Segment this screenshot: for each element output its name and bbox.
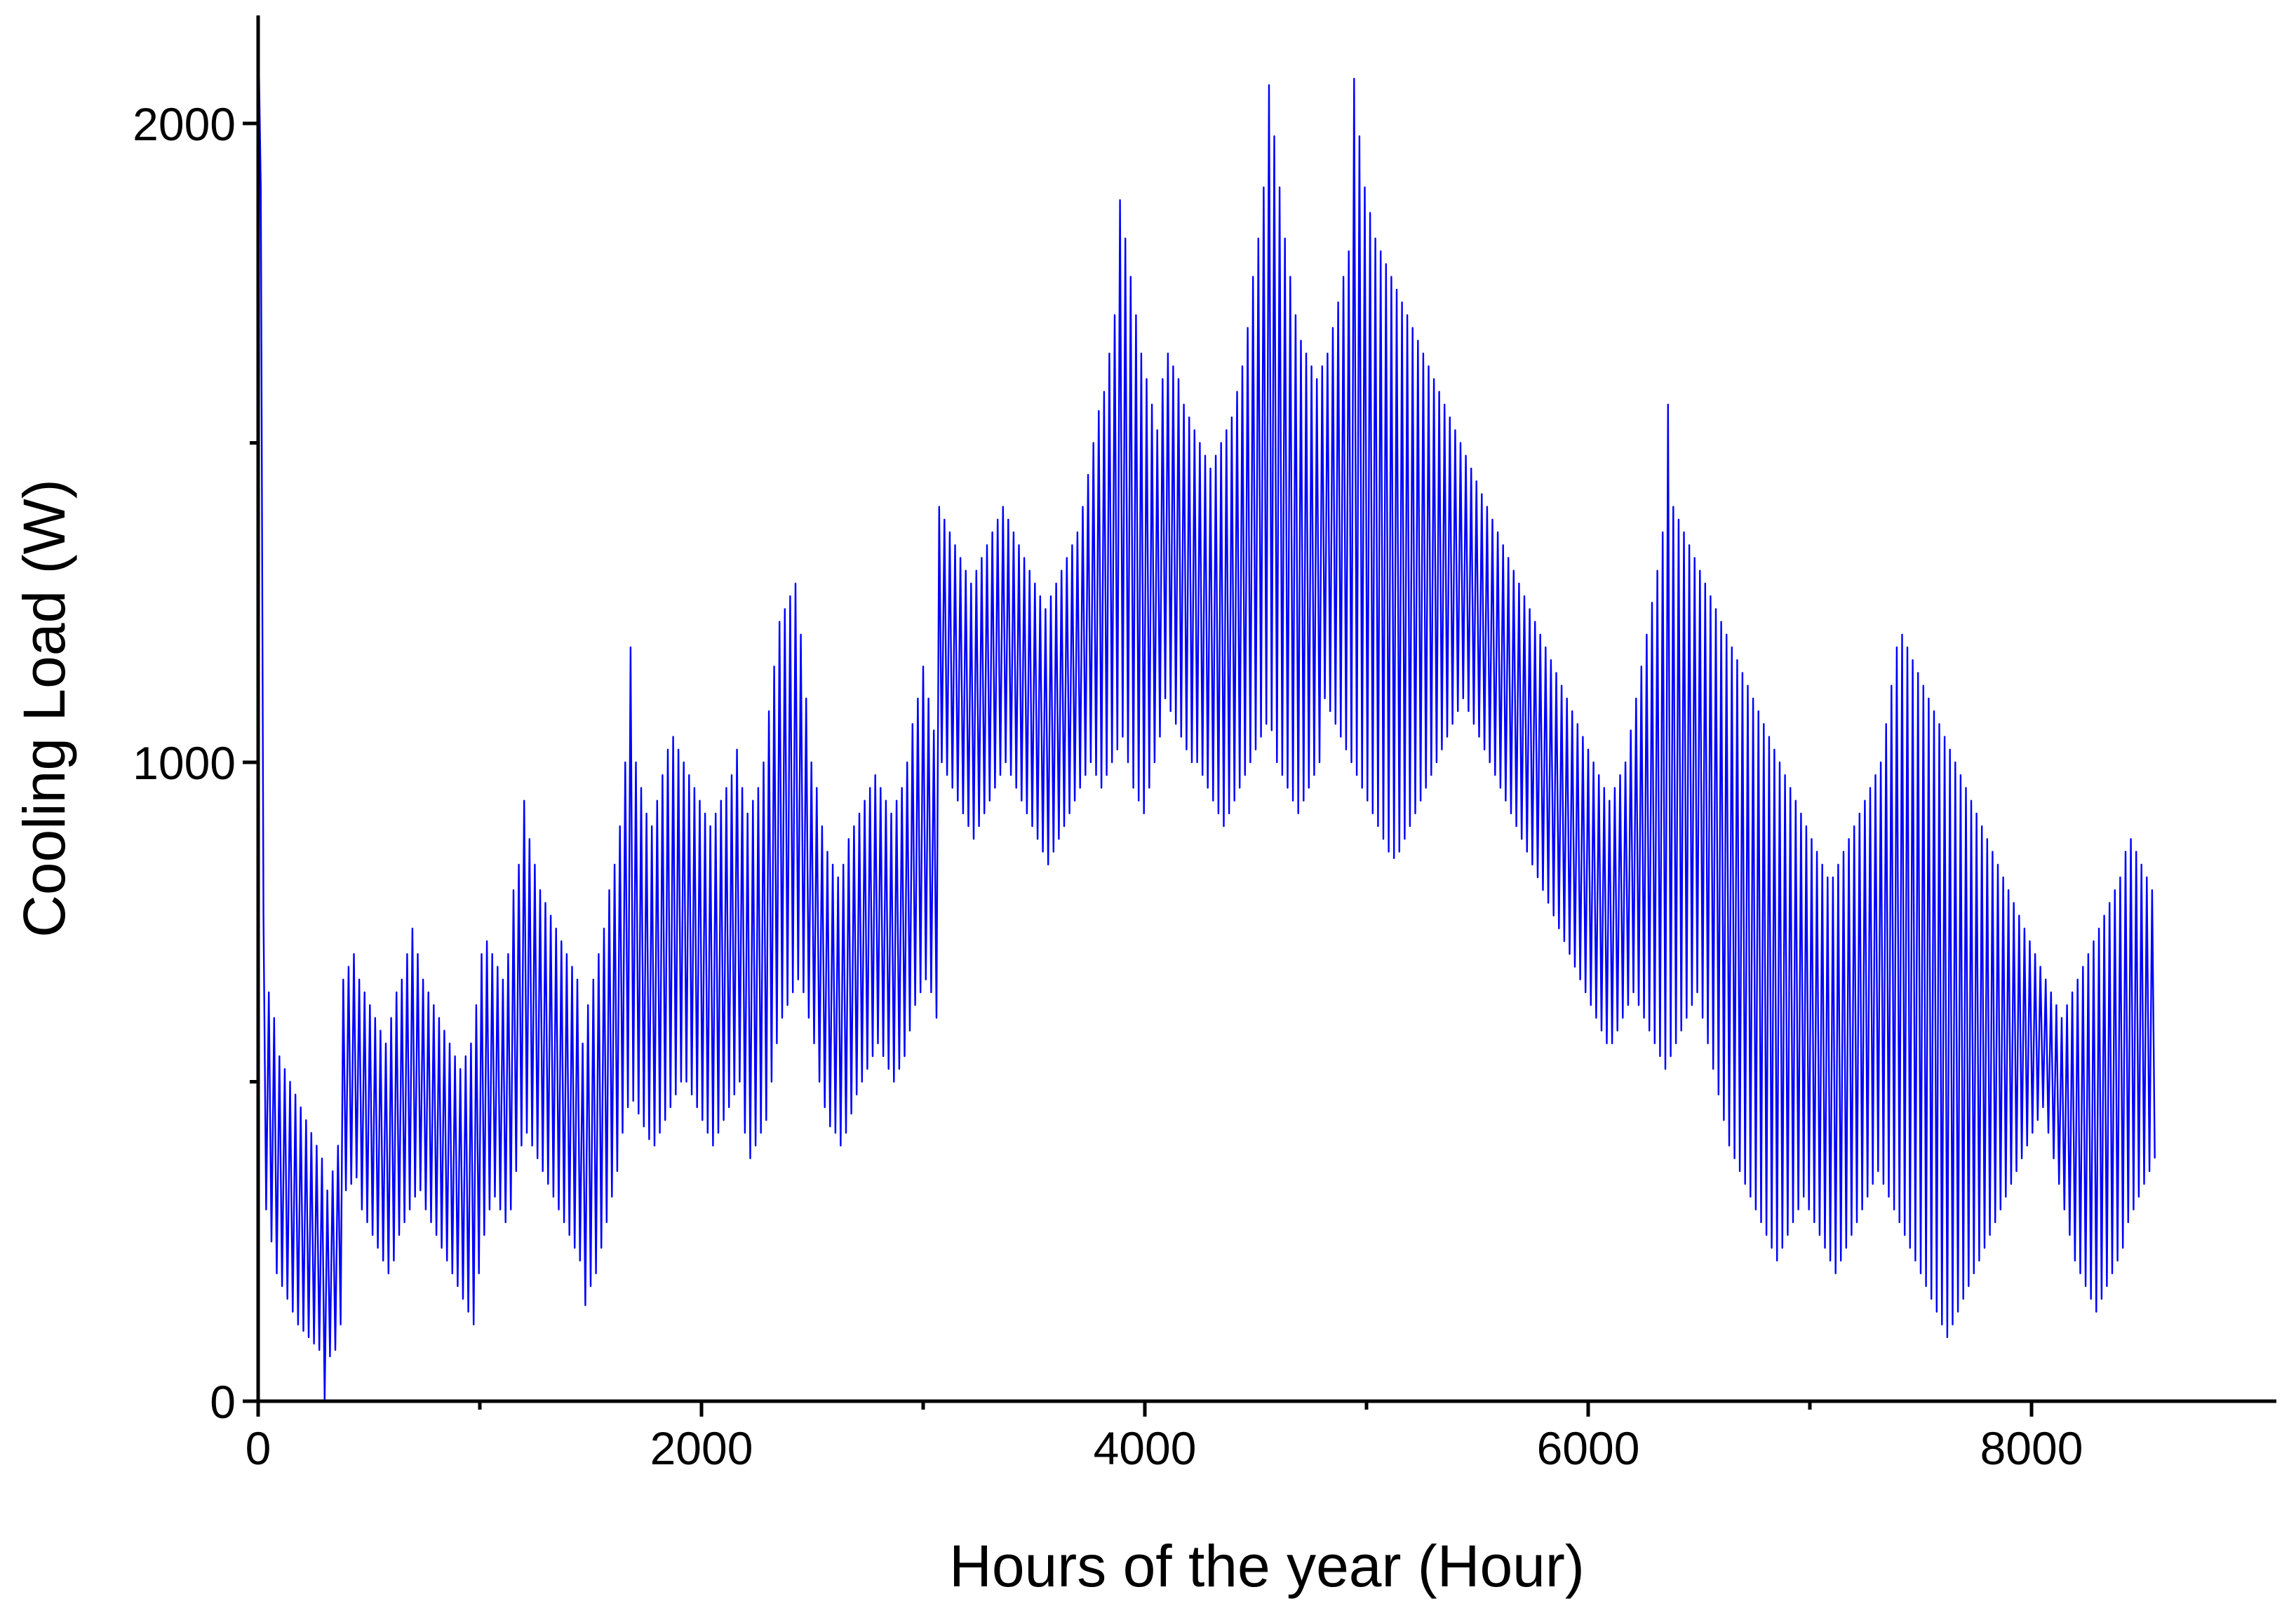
x-tick-label: 6000	[1537, 1422, 1640, 1474]
x-tick-label: 8000	[1980, 1422, 2083, 1474]
ticks-layer: 0 2000 4000 6000 8000 0 1000 2000	[133, 98, 2083, 1474]
y-tick-label: 2000	[133, 98, 236, 150]
y-tick-label: 1000	[133, 737, 236, 789]
axes-layer	[256, 15, 2276, 1403]
series-layer	[257, 18, 2156, 1403]
x-tick-label: 4000	[1094, 1422, 1197, 1474]
x-axis-title: Hours of the year (Hour)	[949, 1533, 1585, 1599]
series-line-0	[257, 18, 2156, 1403]
x-tick-label: 0	[246, 1422, 271, 1474]
y-axis-title: Cooling Load (W)	[11, 479, 77, 938]
x-tick-label: 2000	[650, 1422, 753, 1474]
y-tick-label: 0	[210, 1376, 236, 1428]
